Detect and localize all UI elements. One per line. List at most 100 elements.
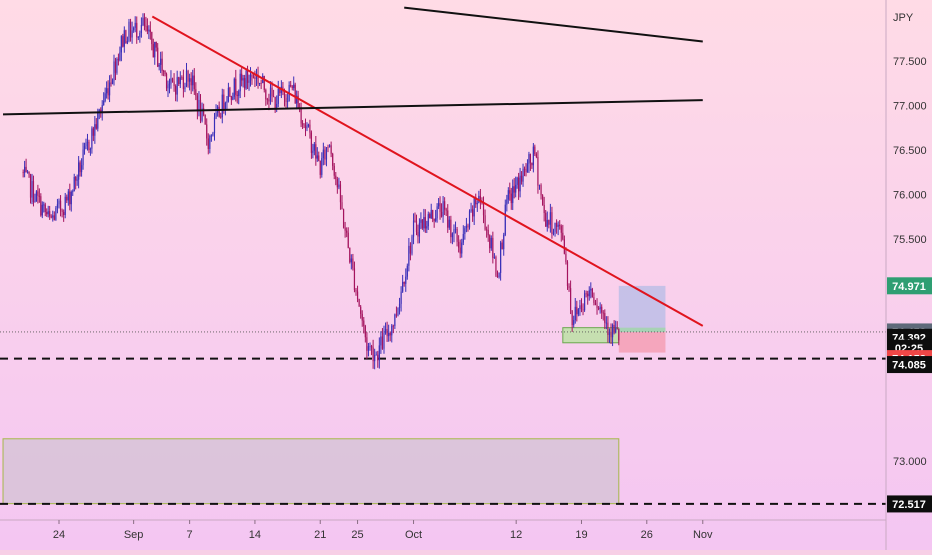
candle-body — [204, 114, 206, 125]
candle-body — [531, 162, 533, 166]
candle-body — [140, 24, 143, 33]
candle-body — [201, 108, 203, 121]
candle-body — [226, 101, 228, 103]
candle-body — [378, 345, 380, 361]
stop-zone-red[interactable] — [618, 332, 666, 353]
lower-support-zone[interactable] — [2, 438, 620, 505]
candle-body — [265, 89, 267, 100]
candle-body — [309, 124, 311, 133]
candle-body — [255, 74, 258, 79]
candle-body — [155, 41, 157, 48]
x-tick-label: Sep — [124, 529, 144, 541]
y-tick-label: 77.500 — [893, 56, 927, 68]
candle-body — [257, 74, 259, 84]
candle-body — [101, 105, 103, 113]
black-line-mid[interactable] — [2, 99, 703, 116]
candle-body — [32, 181, 35, 203]
candle-body — [322, 149, 324, 159]
candle-body — [574, 306, 576, 321]
candle-body — [439, 203, 441, 212]
candle-body — [221, 94, 223, 118]
candle-body — [447, 210, 449, 228]
candle-body — [254, 77, 256, 79]
candle-body — [24, 166, 26, 173]
candle-body — [160, 58, 162, 65]
candle-body — [242, 78, 244, 81]
candle-body — [203, 108, 205, 115]
candle-body — [168, 83, 171, 86]
x-tick-label: 7 — [187, 529, 193, 541]
time-axis[interactable]: 24 Sep 7 14 21 25 Oct 12 19 26 Nov — [0, 519, 886, 541]
candle-body — [594, 302, 597, 306]
x-tick-label: 26 — [641, 529, 653, 541]
plot-area[interactable] — [0, 6, 886, 505]
candle-body — [79, 162, 81, 173]
candle-body — [310, 132, 313, 153]
candle-body — [131, 30, 133, 38]
candle-body — [611, 324, 614, 338]
candle-body — [461, 242, 463, 254]
candle-body — [576, 306, 578, 315]
candle-body — [346, 230, 348, 233]
candle-body — [67, 191, 69, 201]
candle-body — [579, 305, 581, 310]
candle-body — [245, 70, 247, 89]
y-tick-label: 73.000 — [893, 456, 927, 468]
candle-body — [187, 70, 189, 82]
candle-body — [279, 88, 281, 94]
candle-body — [391, 325, 393, 336]
candle-body — [565, 253, 567, 262]
candle-body — [266, 99, 268, 101]
candle-body — [213, 117, 216, 134]
candle-body — [513, 186, 515, 193]
candle-body — [493, 257, 495, 258]
candle-body — [170, 78, 172, 84]
candle-body — [152, 44, 154, 58]
target-zone-blue[interactable] — [618, 285, 666, 333]
candle-body — [80, 165, 83, 173]
candle-body — [85, 142, 87, 147]
candle-body — [209, 135, 211, 149]
candle-body — [412, 220, 415, 237]
position-entry-green[interactable] — [618, 327, 666, 333]
candle-body — [577, 309, 579, 315]
candle-body — [618, 328, 620, 341]
candle-body — [432, 209, 434, 219]
candle-body — [403, 281, 405, 284]
candle-body — [534, 146, 536, 155]
candle-body — [350, 258, 352, 263]
candle-body — [394, 314, 396, 326]
candle-body — [380, 336, 382, 346]
candle-body — [325, 147, 328, 160]
candle-body — [263, 75, 265, 90]
candle-body — [593, 297, 595, 303]
candle-body — [286, 101, 289, 102]
candle-body — [490, 237, 492, 249]
candle-body — [82, 149, 84, 166]
candle-body — [91, 128, 93, 149]
candle-body — [161, 58, 163, 71]
candle-body — [52, 215, 54, 218]
candle-body — [347, 232, 349, 248]
red-trendline[interactable] — [151, 15, 704, 327]
price-label-text: 72.517 — [892, 499, 926, 511]
candle-body — [427, 214, 429, 227]
candle-body — [582, 309, 584, 311]
candle-body — [276, 103, 278, 110]
candle-body — [318, 155, 320, 161]
candle-body — [223, 94, 225, 110]
candle-body — [330, 145, 332, 154]
candle-body — [212, 133, 214, 136]
candle-body — [126, 40, 129, 44]
black-line-upper[interactable] — [404, 6, 703, 43]
demand-zone-green[interactable] — [562, 327, 620, 344]
price-axis[interactable]: JPY 77.500 77.000 76.500 76.000 75.500 73.000 — [885, 0, 927, 550]
candle-body — [360, 306, 362, 314]
candle-body — [134, 22, 136, 28]
candle-body — [386, 329, 388, 337]
x-tick-label: 25 — [351, 529, 363, 541]
candle-body — [605, 322, 607, 324]
candle-body — [149, 29, 151, 33]
